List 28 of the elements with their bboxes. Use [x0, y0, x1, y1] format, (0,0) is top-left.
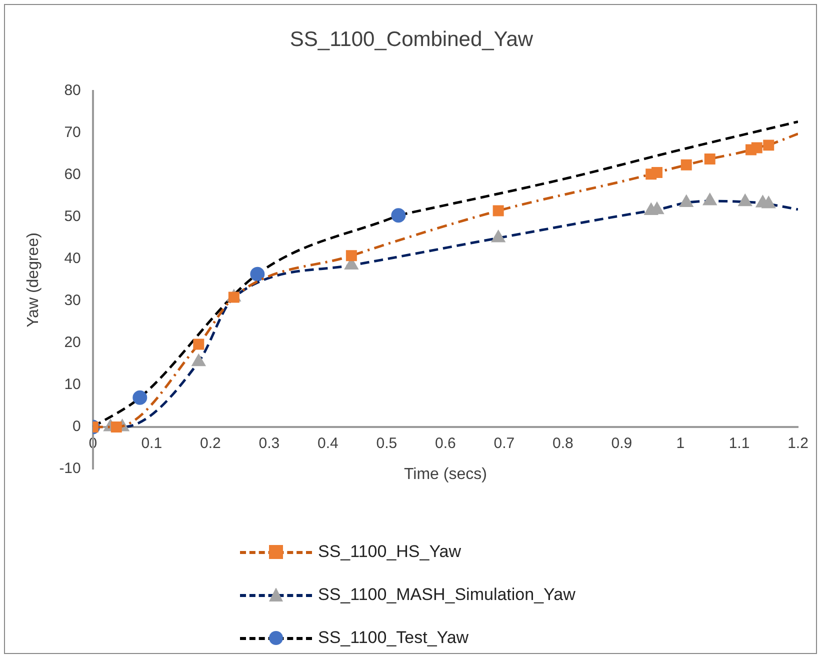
y-tick-label: 80	[64, 82, 81, 100]
x-tick-label: 0.4	[317, 435, 338, 452]
y-axis-title: Yaw (degree)	[25, 232, 42, 328]
y-tick-label: 30	[64, 292, 81, 310]
legend-label: SS_1100_HS_Yaw	[318, 542, 462, 562]
y-tick-label: 20	[64, 334, 81, 352]
x-tick-label: 0.5	[376, 435, 398, 452]
x-tick-label: 1.1	[728, 435, 750, 452]
y-tick-label: -10	[59, 460, 81, 478]
x-tick-label: 1.2	[788, 435, 808, 452]
x-tick-label: 0.7	[494, 435, 515, 452]
chart-title: SS_1100_Combined_Yaw	[288, 28, 534, 52]
y-tick-label: 10	[64, 376, 81, 394]
y-tick-label: 0	[72, 418, 81, 436]
y-tick-label: 60	[64, 166, 81, 184]
x-tick-label: 0.6	[435, 435, 456, 452]
x-tick-label: 0.9	[611, 435, 632, 452]
y-tick-label: 70	[64, 124, 81, 142]
x-tick-label: 0.2	[200, 435, 221, 452]
x-tick-label: 0.8	[552, 435, 574, 452]
x-tick-label: 0.1	[141, 435, 162, 452]
legend-label: SS_1100_Test_Yaw	[318, 628, 469, 648]
legend-label: SS_1100_MASH_Simulation_Yaw	[318, 584, 576, 604]
x-tick-label: 0.3	[258, 435, 280, 452]
x-axis-title: Time (secs)	[404, 466, 487, 484]
y-tick-label: 40	[64, 250, 81, 268]
x-tick-label: 1	[676, 435, 685, 452]
y-tick-label: 50	[64, 208, 81, 226]
